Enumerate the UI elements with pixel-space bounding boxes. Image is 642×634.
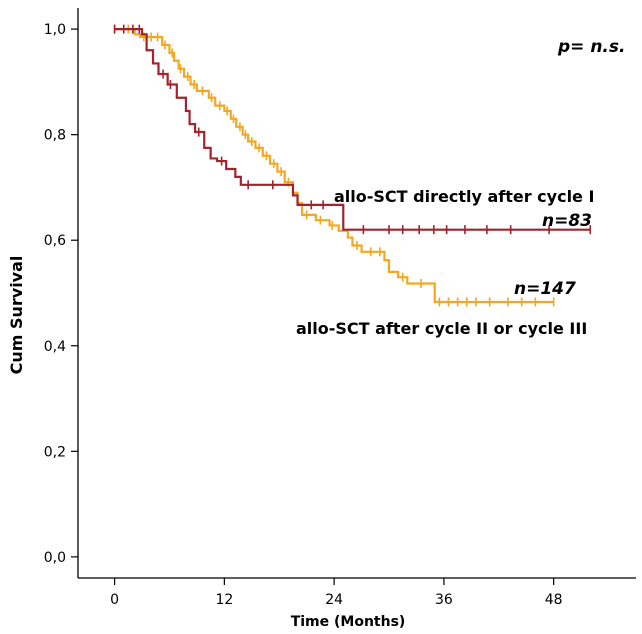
- y-tick-label: 0,4: [44, 339, 66, 355]
- y-tick-label: 0,2: [44, 444, 66, 460]
- x-tick-label: 36: [435, 592, 453, 608]
- p-value-annotation: p= n.s.: [557, 37, 625, 57]
- series-0: [113, 24, 592, 235]
- x-tick-label: 12: [215, 592, 233, 608]
- label-direct-cohort: allo-SCT directly after cycle I: [334, 187, 594, 206]
- n-direct-cohort: n=83: [542, 211, 592, 231]
- y-tick-label: 0,0: [44, 550, 66, 566]
- y-tick-label: 0,6: [44, 233, 66, 249]
- series-1: [113, 24, 555, 307]
- x-tick-label: 0: [110, 592, 119, 608]
- axes: 0,0 0,2 0,4 0,6 0,8 1,0 0 12 24 36 48: [44, 8, 636, 608]
- x-axis-title: Time (Months): [291, 614, 406, 630]
- x-tick-label: 48: [545, 592, 563, 608]
- y-tick-label: 0,8: [44, 128, 66, 144]
- survival-curve: [114, 28, 554, 304]
- y-tick-label: 1,0: [44, 22, 66, 38]
- y-axis-title: Cum Survival: [7, 256, 26, 375]
- series-layer: [113, 24, 592, 307]
- label-later-cohort: allo-SCT after cycle II or cycle III: [296, 319, 587, 338]
- survival-curve: [114, 28, 591, 231]
- x-tick-label: 24: [325, 592, 343, 608]
- n-later-cohort: n=147: [514, 279, 576, 299]
